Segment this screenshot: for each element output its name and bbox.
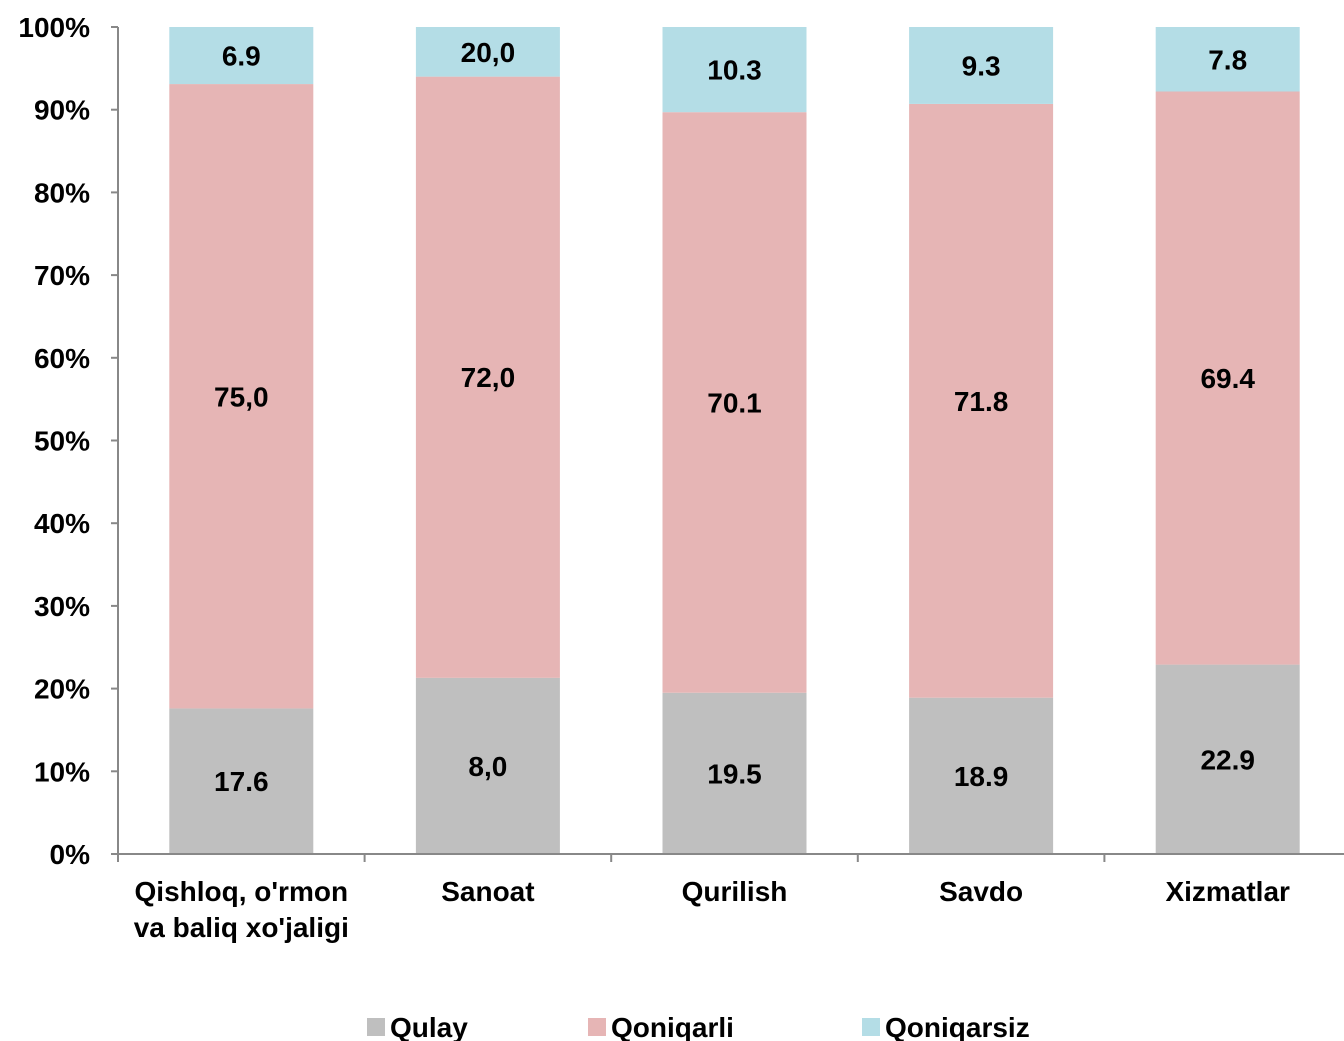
legend-swatch — [588, 1018, 606, 1036]
bar-segment — [1155, 664, 1300, 854]
bar-segment — [1155, 91, 1300, 665]
legend-swatch — [367, 1018, 385, 1036]
y-axis-ticks: 0% 10% 20% 30% 40% 50% 60% 70% 80% 90% 100% — [18, 12, 118, 870]
category-label: Sanoat — [441, 876, 534, 907]
bar-segment — [169, 708, 314, 854]
y-tick-label: 70% — [34, 260, 90, 291]
legend-label: Qulay — [390, 1012, 468, 1041]
bar-segment — [909, 103, 1054, 698]
y-tick-label: 90% — [34, 95, 90, 126]
y-tick-label: 50% — [34, 426, 90, 457]
bar-segment — [662, 27, 807, 113]
bar-segment — [415, 677, 560, 854]
bar-segment — [415, 76, 560, 678]
data-label: 69.4 — [1200, 363, 1255, 394]
data-label: 10.3 — [707, 55, 762, 86]
bar-segment — [909, 27, 1054, 104]
data-label: 9.3 — [962, 50, 1001, 81]
data-label: 71.8 — [954, 386, 1009, 417]
y-tick-label: 30% — [34, 591, 90, 622]
category-label: Qishloq, o'rmon — [135, 876, 349, 907]
data-label: 19.5 — [707, 758, 762, 789]
data-label: 72,0 — [461, 362, 516, 393]
y-tick-label: 80% — [34, 177, 90, 208]
data-label: 20,0 — [461, 37, 516, 68]
data-label: 8,0 — [468, 751, 507, 782]
category-label: va baliq xo'jaligi — [134, 912, 349, 943]
category-label: Qurilish — [682, 876, 788, 907]
bar-segment — [415, 27, 560, 77]
legend-label: Qoniqarsiz — [885, 1012, 1030, 1041]
data-label: 7.8 — [1208, 44, 1247, 75]
data-label: 17.6 — [214, 766, 269, 797]
bar-segment — [909, 697, 1054, 854]
bar-segment — [662, 692, 807, 854]
y-tick-label: 60% — [34, 343, 90, 374]
bar-segment — [169, 27, 314, 85]
bar-segment — [1155, 27, 1300, 92]
axes — [117, 27, 1344, 862]
y-tick-label: 10% — [34, 756, 90, 787]
bar-segment — [169, 84, 314, 709]
data-label: 70.1 — [707, 387, 762, 418]
y-tick-label: 20% — [34, 674, 90, 705]
data-label: 22.9 — [1200, 744, 1255, 775]
data-label: 18.9 — [954, 761, 1009, 792]
data-label: 75,0 — [214, 381, 269, 412]
legend-swatch — [862, 1018, 880, 1036]
bar-segment — [662, 112, 807, 693]
y-tick-label: 100% — [18, 12, 90, 43]
x-axis-labels: Qishloq, o'rmon va baliq xo'jaligi Sanoat Q… — [134, 876, 1290, 943]
legend: Qulay Qoniqarli Qoniqarsiz — [367, 1012, 1030, 1041]
y-tick-label: 40% — [34, 508, 90, 539]
category-label: Savdo — [939, 876, 1023, 907]
bars: 17.6 75,0 6.9 8,0 72,0 20,0 19.5 70.1 10.3 18.9 71… — [169, 27, 1300, 854]
data-label: 6.9 — [222, 41, 261, 72]
legend-label: Qoniqarli — [611, 1012, 734, 1041]
category-label: Xizmatlar — [1165, 876, 1290, 907]
y-tick-label: 0% — [50, 839, 91, 870]
